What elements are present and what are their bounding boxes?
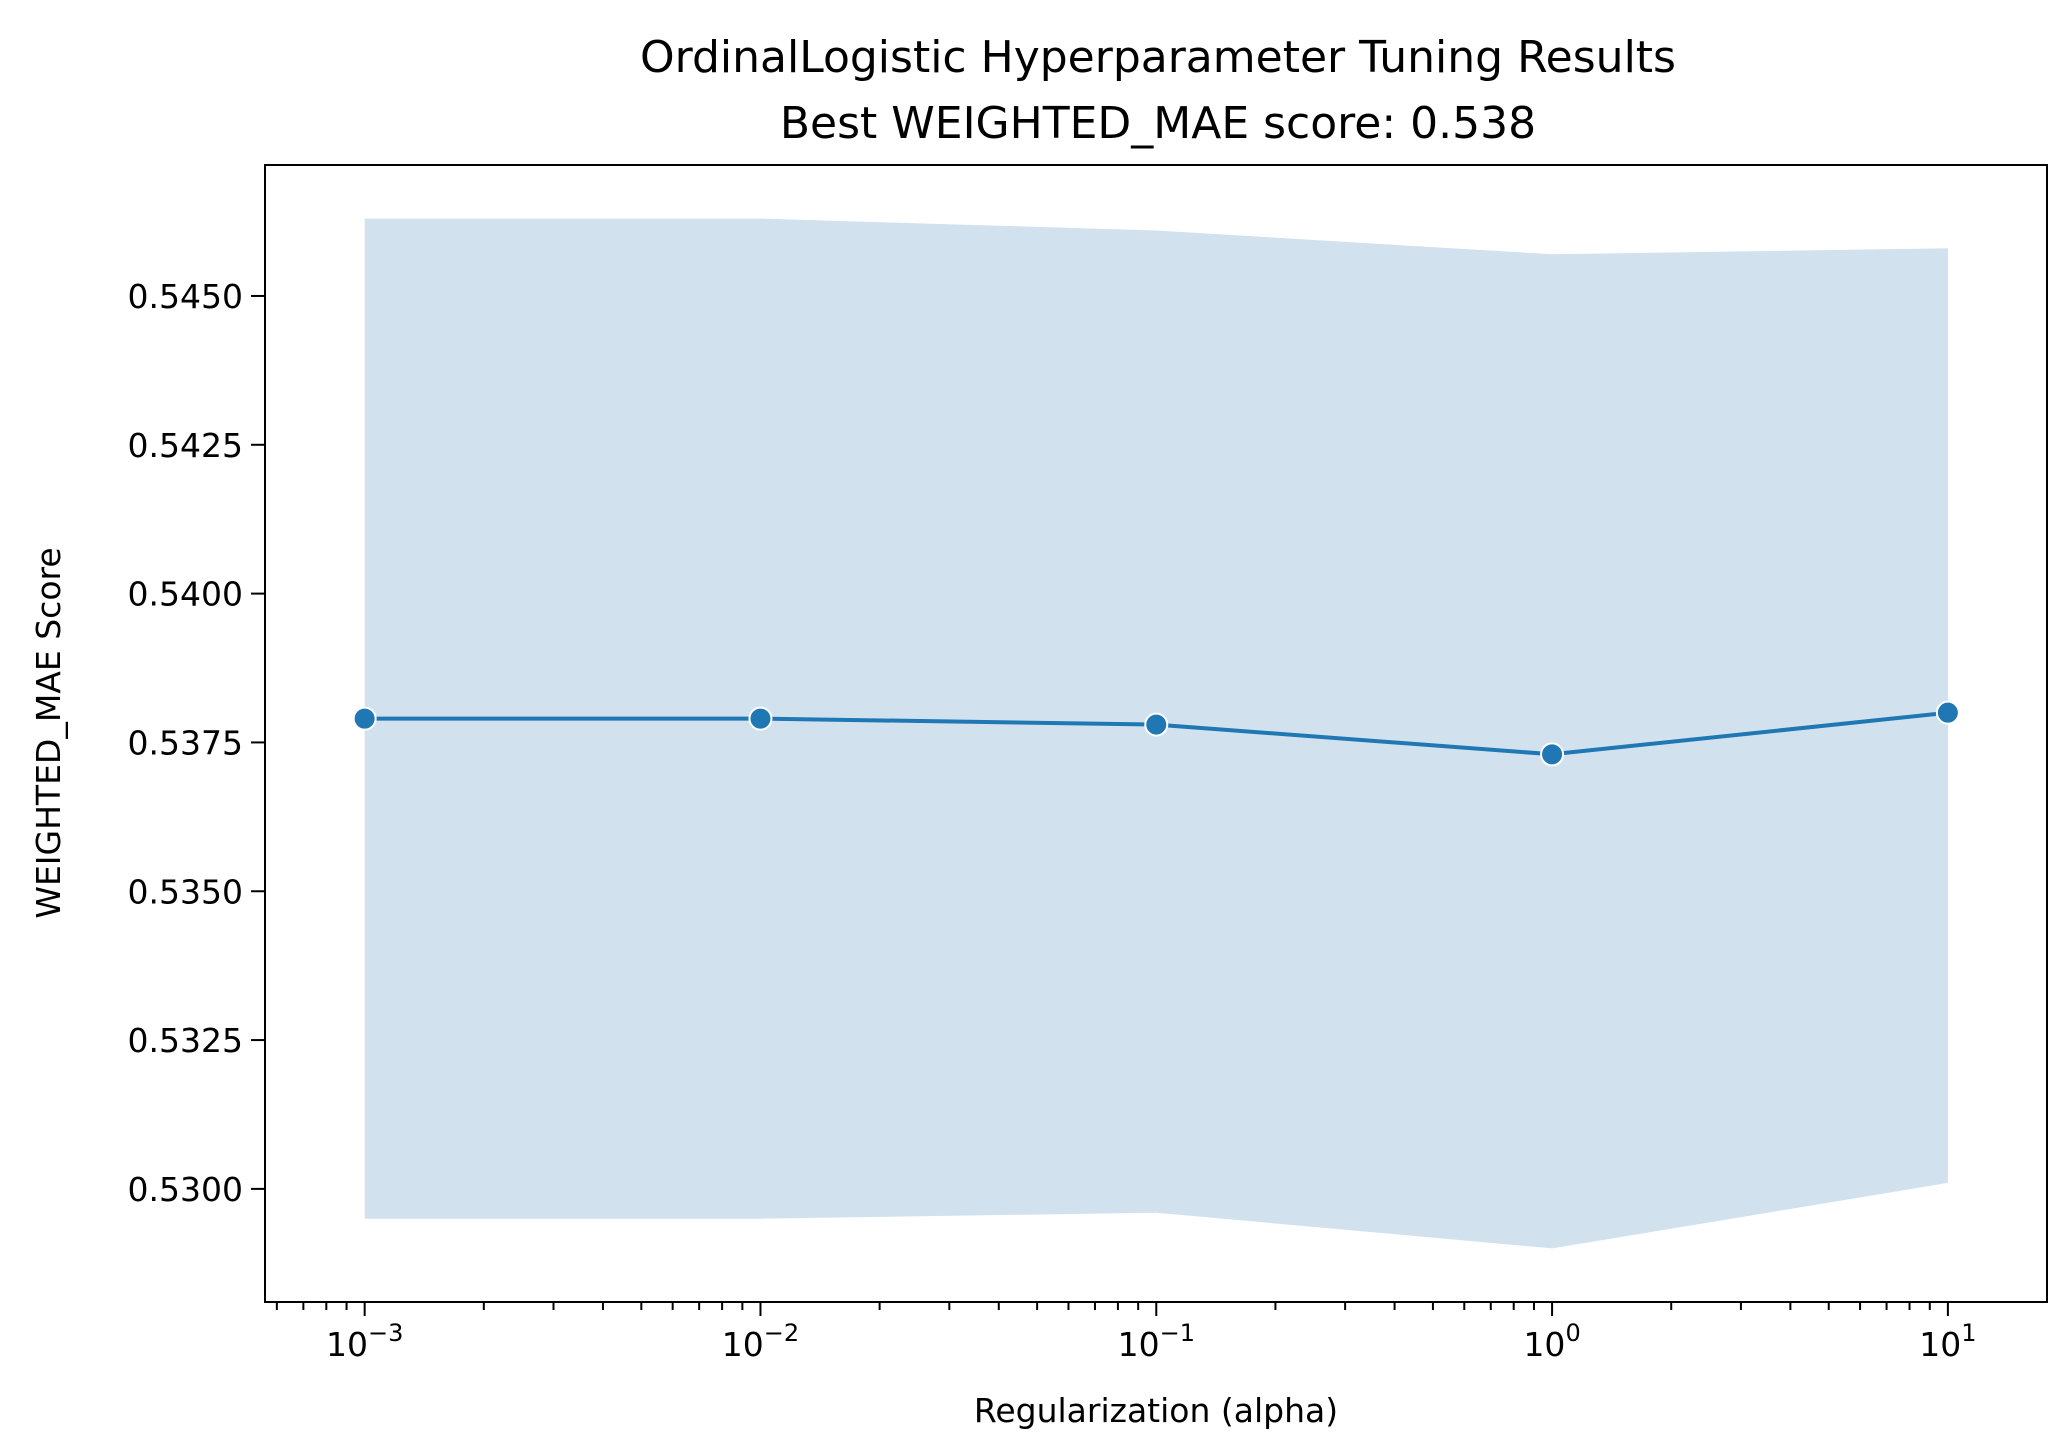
data-point bbox=[1144, 712, 1169, 737]
chart-title: OrdinalLogistic Hyperparameter Tuning Re… bbox=[640, 32, 1676, 83]
y-tick-label: 0.5400 bbox=[128, 575, 243, 614]
plot-area bbox=[264, 164, 2048, 1303]
y-tick-label: 0.5425 bbox=[128, 426, 243, 465]
y-tick-label: 0.5300 bbox=[128, 1170, 243, 1209]
x-tick-label: 10−1 bbox=[1118, 1319, 1195, 1364]
data-point bbox=[748, 706, 773, 731]
x-tick-label: 100 bbox=[1523, 1319, 1580, 1364]
x-axis-label: Regularization (alpha) bbox=[974, 1391, 1338, 1430]
x-axis: 10−3 10−2 10−1 100 101 bbox=[275, 1302, 1977, 1364]
data-points bbox=[352, 700, 1960, 767]
y-axis-label: WEIGHTED_MAE Score bbox=[29, 547, 68, 918]
y-tick-label: 0.5325 bbox=[128, 1021, 243, 1060]
y-tick-label: 0.5375 bbox=[128, 723, 243, 762]
y-tick-label: 0.5450 bbox=[128, 277, 243, 316]
data-point bbox=[1935, 700, 1960, 725]
x-tick-label: 101 bbox=[1919, 1319, 1976, 1364]
data-point bbox=[352, 706, 377, 731]
x-tick-label: 10−2 bbox=[722, 1319, 799, 1364]
y-axis: 0.5300 0.5325 0.5350 0.5375 0.5400 0.5425 0.54… bbox=[128, 277, 265, 1209]
chart-subtitle: Best WEIGHTED_MAE score: 0.538 bbox=[780, 98, 1536, 149]
data-point bbox=[1540, 742, 1565, 767]
y-tick-label: 0.5350 bbox=[128, 872, 243, 911]
x-tick-label: 10−3 bbox=[326, 1319, 403, 1364]
